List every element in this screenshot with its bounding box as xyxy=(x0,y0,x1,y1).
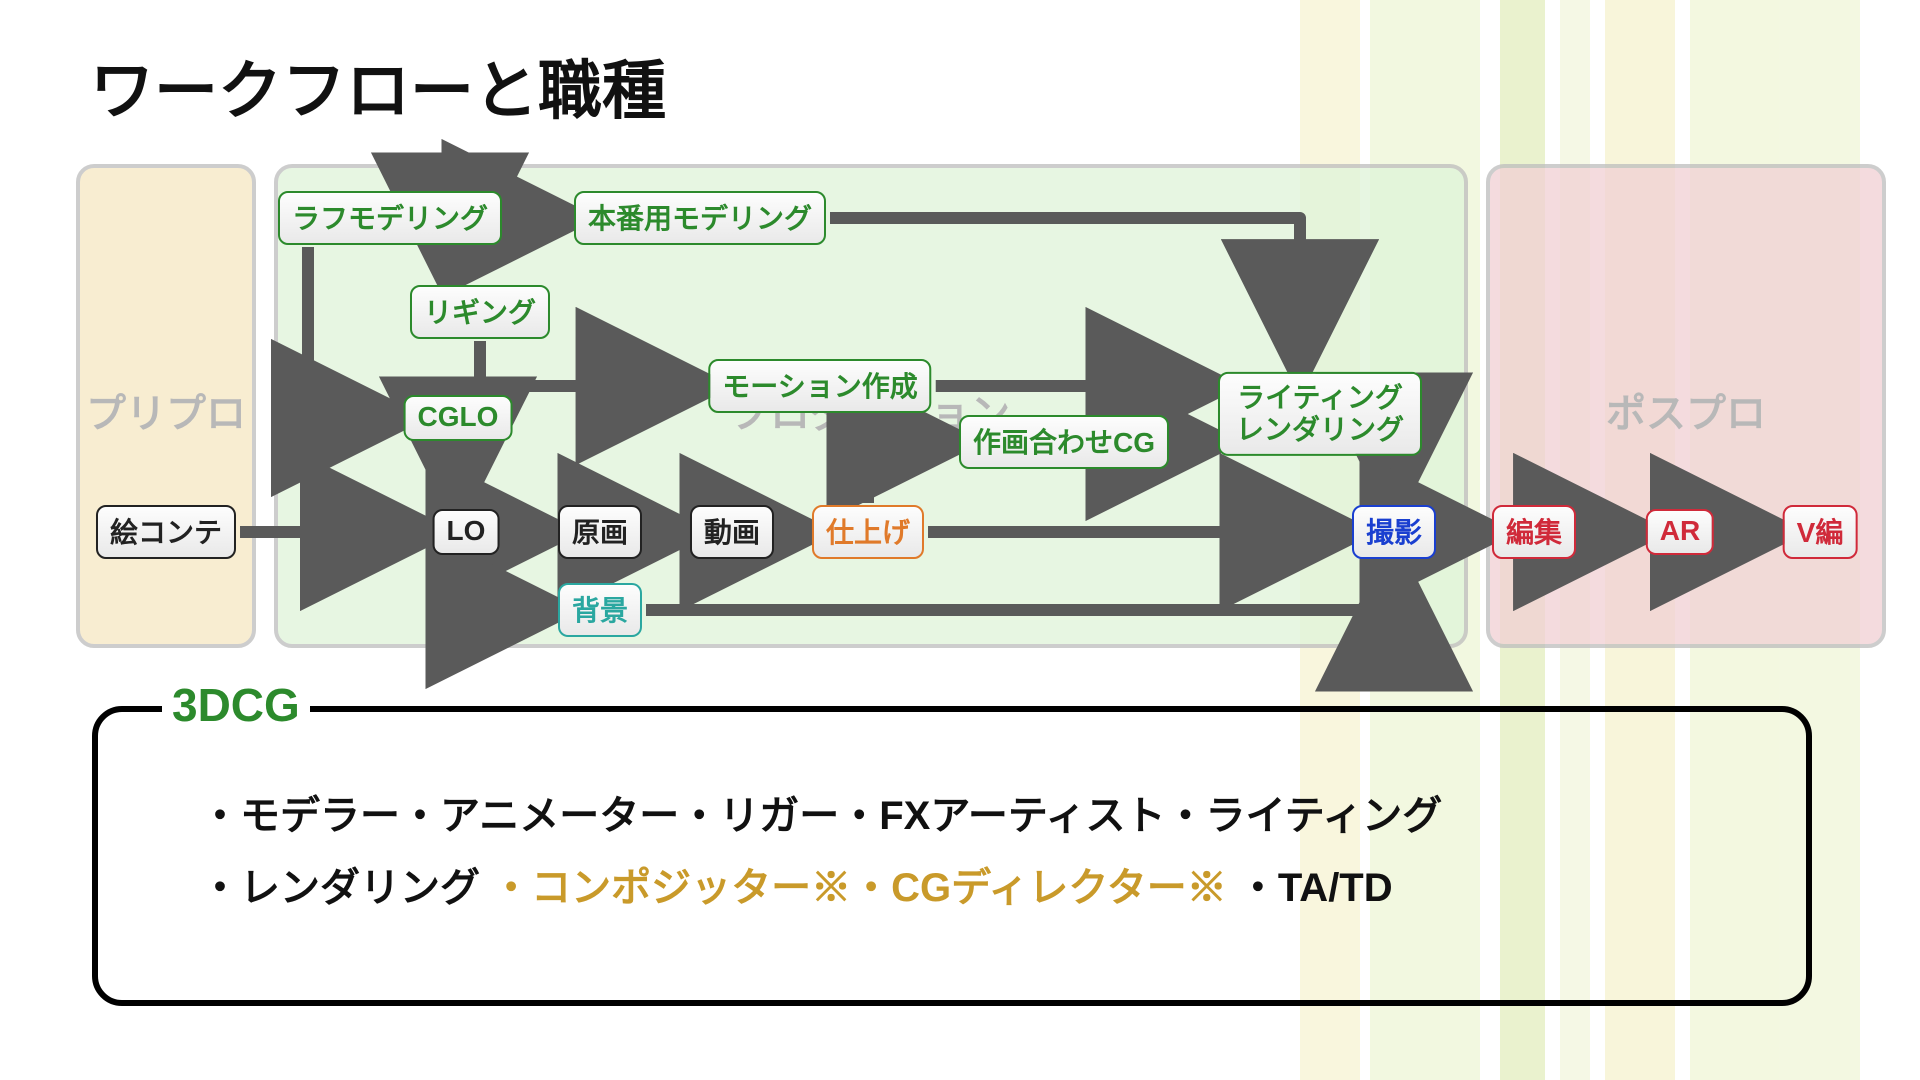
node-genga: 原画 xyxy=(558,505,642,559)
legend-body: ・モデラー・アニメーター・リガー・FXアーティスト・ライティング ・レンダリング… xyxy=(200,780,1740,924)
page-title: ワークフローと職種 xyxy=(90,40,666,132)
node-cglo: CGLO xyxy=(404,395,513,441)
node-light_render: ライティングレンダリング xyxy=(1218,372,1422,456)
node-econte: 絵コンテ xyxy=(96,505,236,559)
node-lo: LO xyxy=(433,509,500,555)
node-rigging: リギング xyxy=(410,285,550,339)
node-ar: AR xyxy=(1646,509,1714,555)
stage-postprod-label: ポスプロ xyxy=(1606,381,1766,439)
node-vhen: V編 xyxy=(1783,505,1858,559)
node-douga: 動画 xyxy=(690,505,774,559)
stage-preprod-label: プリプロ xyxy=(86,381,246,439)
node-haikei: 背景 xyxy=(558,583,642,637)
node-prod_model: 本番用モデリング xyxy=(574,191,826,245)
node-motion: モーション作成 xyxy=(708,359,931,413)
node-rough_model: ラフモデリング xyxy=(278,191,502,245)
legend-title: 3DCG xyxy=(162,678,310,732)
node-shiage: 仕上げ xyxy=(812,505,924,559)
node-satsuei: 撮影 xyxy=(1352,505,1436,559)
node-sakuga_cg: 作画合わせCG xyxy=(959,415,1169,469)
node-henshu: 編集 xyxy=(1492,505,1576,559)
